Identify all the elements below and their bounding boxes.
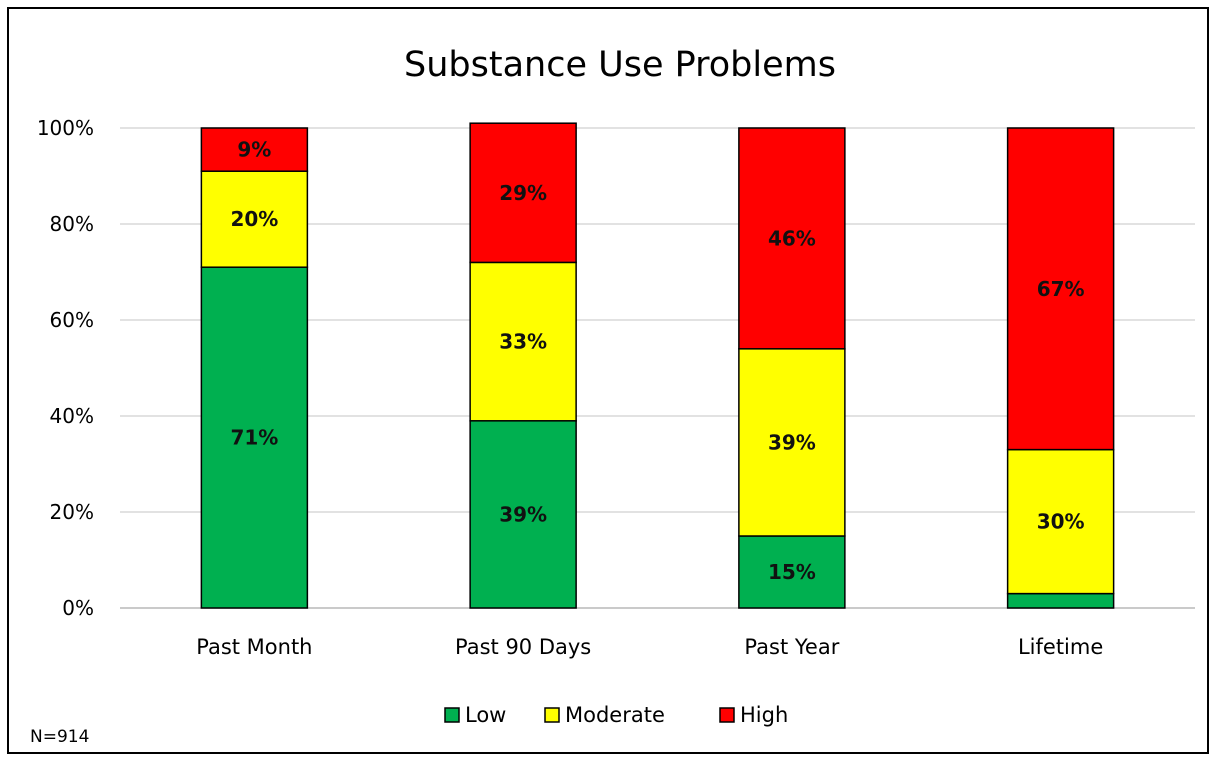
data-label: 71% xyxy=(230,426,278,450)
y-tick-label: 60% xyxy=(50,308,94,332)
legend-label: Moderate xyxy=(565,703,665,727)
legend-label: High xyxy=(740,703,788,727)
x-axis: Past Month Past 90 Days Past Year Lifetime xyxy=(196,635,1103,659)
data-label: 9% xyxy=(237,138,271,162)
y-tick-label: 40% xyxy=(50,404,94,428)
data-label: 20% xyxy=(230,207,278,231)
y-tick-label: 20% xyxy=(50,500,94,524)
y-axis: 0% 20% 40% 60% 80% 100% xyxy=(37,116,94,620)
data-label: 39% xyxy=(499,502,547,526)
data-label: 33% xyxy=(499,330,547,354)
sample-size-note: N=914 xyxy=(30,727,89,747)
x-tick-label: Lifetime xyxy=(1018,635,1103,659)
legend: Low Moderate High xyxy=(445,703,788,727)
data-label: 30% xyxy=(1037,510,1085,534)
data-label: 67% xyxy=(1037,277,1085,301)
y-tick-label: 0% xyxy=(62,596,94,620)
bar-segment-low xyxy=(1008,594,1114,608)
legend-swatch-high xyxy=(720,708,734,722)
legend-swatch-moderate xyxy=(545,708,559,722)
y-tick-label: 80% xyxy=(50,212,94,236)
x-tick-label: Past Year xyxy=(744,635,839,659)
data-label: 29% xyxy=(499,181,547,205)
legend-swatch-low xyxy=(445,708,459,722)
chart-title: Substance Use Problems xyxy=(404,45,836,85)
data-label: 46% xyxy=(768,226,816,250)
x-tick-label: Past Month xyxy=(196,635,312,659)
legend-label: Low xyxy=(465,703,506,727)
data-label: 15% xyxy=(768,560,816,584)
data-label: 39% xyxy=(768,430,816,454)
bars: 71% 20% 9% 39% 33% 29% 15% 39% 46% 30% 67% xyxy=(201,123,1113,608)
y-tick-label: 100% xyxy=(37,116,94,140)
x-tick-label: Past 90 Days xyxy=(455,635,591,659)
